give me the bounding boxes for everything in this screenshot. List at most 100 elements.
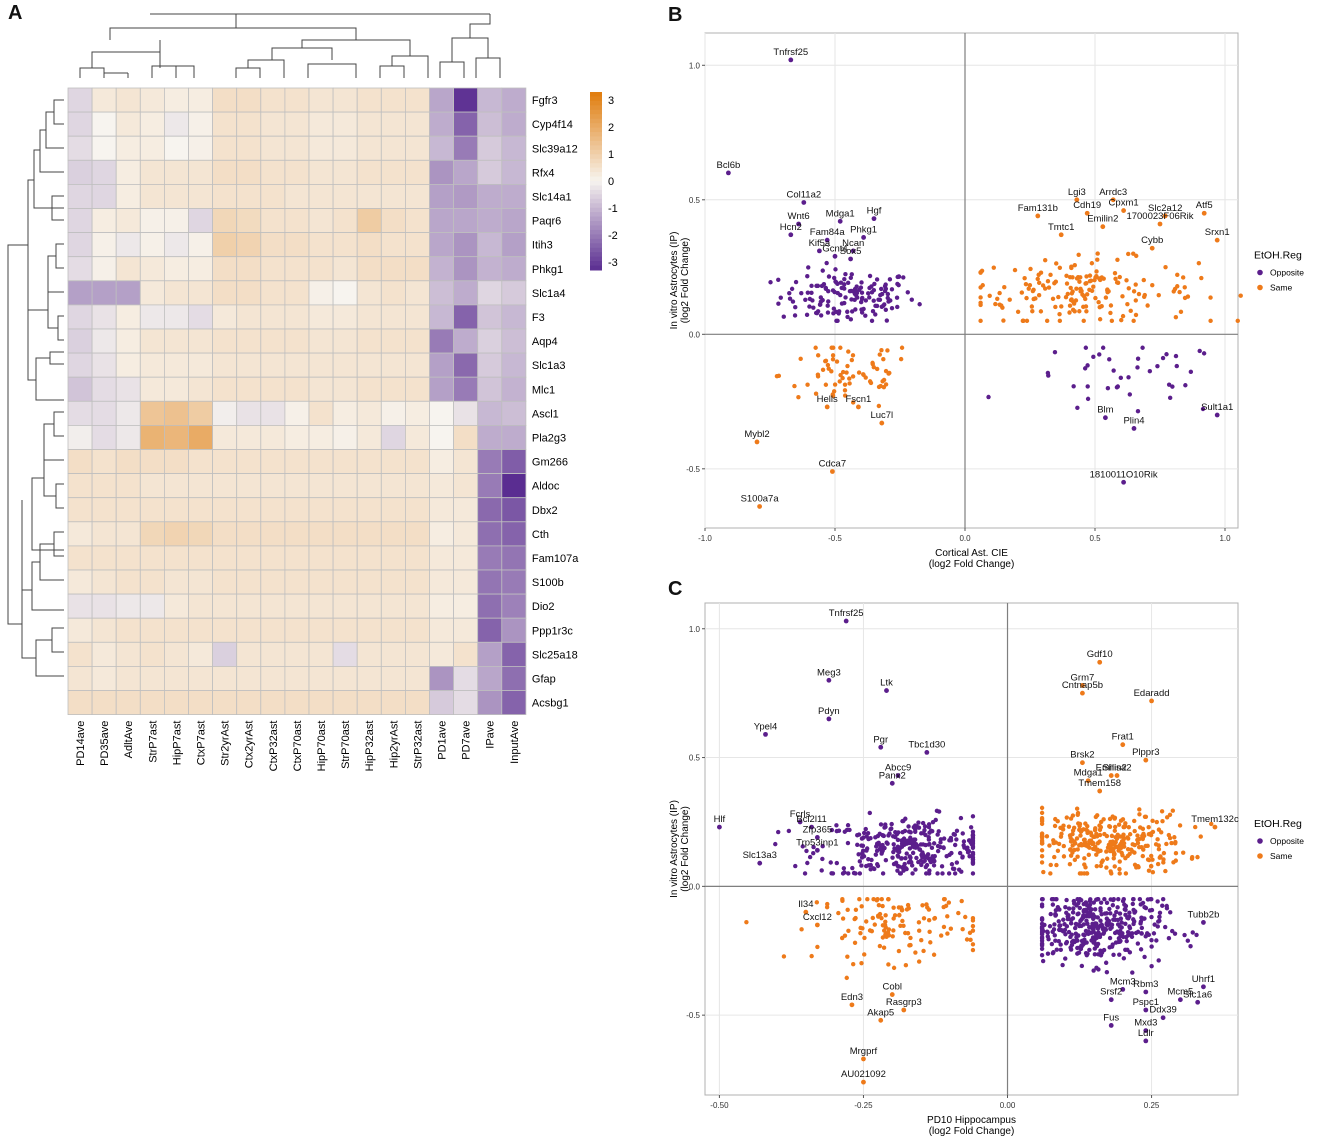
- heatmap-cell: [308, 473, 334, 499]
- heatmap-cell: [236, 569, 262, 595]
- data-point: [1107, 357, 1112, 362]
- data-point: [1123, 912, 1128, 918]
- labeled-data-point: [856, 404, 861, 410]
- heatmap-cell: [477, 617, 503, 643]
- heatmap-cell: [139, 473, 165, 499]
- data-point: [938, 933, 944, 938]
- data-point: [1173, 841, 1178, 846]
- labeled-data-point: [1162, 213, 1168, 219]
- data-point: [1039, 930, 1045, 936]
- data-point: [1085, 396, 1091, 402]
- heatmap-cell: [115, 593, 141, 619]
- heatmap-cell: [477, 545, 503, 571]
- data-point: [1039, 834, 1045, 839]
- heatmap-cell: [284, 376, 310, 402]
- data-point: [1148, 831, 1154, 836]
- legend-label: Same: [1270, 851, 1292, 861]
- data-point: [818, 299, 824, 305]
- data-point: [796, 394, 801, 400]
- data-point: [1136, 291, 1142, 297]
- point-label: Tmem158: [1078, 778, 1121, 789]
- data-point: [1040, 283, 1046, 288]
- heatmap-cell: [260, 280, 286, 306]
- heatmap-row-label: Dbx2: [532, 505, 558, 517]
- heatmap-cell: [284, 521, 310, 547]
- data-point: [1070, 289, 1075, 294]
- data-point: [1092, 277, 1097, 283]
- heatmap-cell: [453, 666, 479, 691]
- data-point: [899, 345, 905, 350]
- data-point: [939, 864, 945, 869]
- labeled-data-point: [803, 909, 809, 915]
- data-point: [871, 287, 877, 293]
- data-point: [1143, 814, 1149, 819]
- heatmap-cell: [308, 545, 334, 571]
- data-point: [865, 830, 871, 836]
- heatmap-cell: [332, 641, 358, 667]
- data-point: [1061, 917, 1066, 922]
- color-scale-tick-label: 2: [608, 122, 614, 134]
- data-point: [1000, 305, 1005, 310]
- data-point: [876, 403, 882, 409]
- data-point: [1053, 908, 1059, 913]
- data-point: [1099, 275, 1104, 280]
- data-point: [1064, 273, 1069, 278]
- data-point: [1121, 836, 1126, 841]
- heatmap-cell: [260, 159, 286, 185]
- data-point: [1089, 907, 1094, 912]
- data-point: [1154, 938, 1159, 943]
- data-point: [941, 904, 946, 910]
- heatmap-cell: [163, 352, 189, 378]
- heatmap-cell: [163, 400, 189, 426]
- data-point: [836, 309, 842, 314]
- data-point: [1111, 917, 1116, 922]
- data-point: [916, 928, 922, 933]
- data-point: [1196, 260, 1202, 266]
- heatmap-cell: [453, 352, 479, 378]
- heatmap-cell: [212, 256, 238, 282]
- data-point: [811, 305, 816, 310]
- point-label: Grm7: [1071, 672, 1095, 683]
- data-point: [1172, 931, 1178, 936]
- heatmap-cell: [188, 473, 214, 499]
- data-point: [903, 866, 908, 871]
- data-point: [829, 369, 834, 374]
- heatmap-cell: [260, 617, 286, 643]
- data-point: [1128, 308, 1133, 314]
- data-point: [823, 382, 829, 387]
- labeled-data-point: [814, 922, 820, 928]
- data-point: [1104, 856, 1110, 861]
- data-point: [1116, 897, 1121, 902]
- heatmap-cell: [429, 666, 455, 691]
- heatmap-cell: [67, 641, 93, 667]
- data-point: [997, 290, 1002, 296]
- heatmap-cell: [404, 328, 430, 354]
- heatmap-cell: [404, 304, 430, 330]
- data-point: [1127, 925, 1133, 931]
- color-scale-segment: [590, 105, 602, 111]
- heatmap-cell: [429, 521, 455, 547]
- heatmap-cell: [163, 473, 189, 499]
- legend-title: EtOH.Reg: [1254, 818, 1302, 830]
- point-label: Col11a2: [786, 189, 821, 200]
- data-point: [834, 828, 839, 834]
- data-point: [859, 290, 865, 295]
- data-point: [1170, 808, 1176, 813]
- color-scale-segment: [590, 136, 602, 142]
- data-point: [818, 313, 824, 318]
- color-scale-tick-label: -3: [608, 257, 618, 269]
- data-point: [864, 834, 869, 839]
- heatmap-cell: [453, 449, 479, 475]
- data-point: [861, 835, 866, 840]
- data-point: [1086, 911, 1091, 916]
- data-point: [1071, 898, 1077, 904]
- point-label: Sox5: [840, 246, 862, 257]
- data-point: [825, 310, 831, 315]
- heatmap-cell: [308, 400, 334, 426]
- data-point: [1067, 862, 1073, 867]
- data-point: [1084, 940, 1089, 945]
- data-point: [815, 372, 821, 377]
- point-label: Tnfrsf25: [773, 47, 808, 58]
- data-point: [776, 829, 781, 835]
- data-point: [913, 841, 919, 847]
